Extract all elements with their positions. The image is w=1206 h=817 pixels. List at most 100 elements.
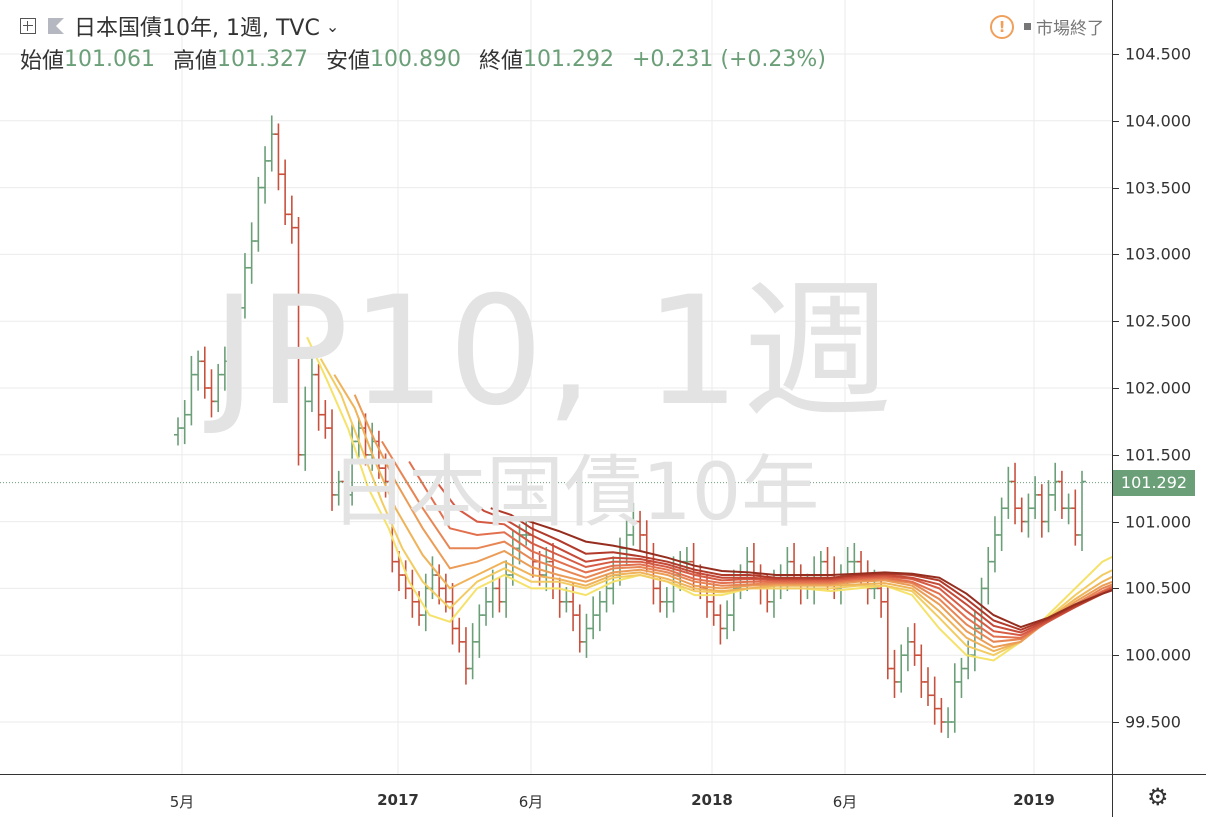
price-bar	[1004, 466, 1013, 519]
price-bar	[1037, 484, 1046, 538]
price-bar	[937, 697, 946, 733]
price-bar	[341, 466, 350, 511]
close-label: 終値	[479, 49, 524, 74]
time-tick-label: 5月	[169, 793, 195, 811]
price-bar	[890, 649, 899, 698]
price-bar	[589, 596, 598, 640]
price-tick-mark	[1113, 54, 1119, 55]
change-value: +0.231 (+0.23%)	[632, 46, 826, 72]
price-bar	[174, 417, 182, 446]
time-tick-label: 6月	[832, 793, 858, 811]
price-bar	[910, 623, 919, 666]
settings-corner: ⚙	[1112, 774, 1206, 817]
ma-line-21	[353, 394, 1112, 649]
price-bar	[281, 159, 290, 226]
price-tick-mark	[1113, 187, 1119, 189]
price-bar	[883, 587, 892, 680]
open-value: 101.061	[64, 46, 155, 72]
price-bar	[207, 369, 216, 418]
high-label: 高値	[173, 49, 218, 74]
ma-line-35	[462, 494, 1112, 634]
price-tick-mark	[1113, 722, 1119, 723]
price-bar	[1017, 497, 1026, 533]
price-bar	[187, 355, 196, 426]
price-tick-label: 102.000	[1125, 378, 1192, 398]
price-axis[interactable]: 99.500 100.000 100.500 101.000 101.500 102.00…	[1112, 0, 1206, 774]
price-tick-mark	[1113, 655, 1119, 657]
price-bar	[629, 502, 638, 546]
price-bar	[997, 497, 1006, 551]
ma-line-40	[490, 507, 1112, 631]
price-tick-label: 102.500	[1125, 311, 1192, 331]
close-value: 101.292	[523, 46, 614, 72]
plus-square-icon[interactable]	[20, 18, 36, 34]
price-bar	[234, 297, 243, 378]
open-label: 始値	[20, 49, 65, 74]
price-tick-label: 99.500	[1125, 712, 1181, 732]
ma-line-45	[517, 516, 1112, 629]
gear-icon[interactable]: ⚙	[1147, 783, 1169, 811]
ohlc-row: 始値 101.061 高値 101.327 安値 100.890 終値 101.…	[20, 44, 826, 75]
warning-icon[interactable]: !	[990, 14, 1014, 39]
chevron-down-icon[interactable]: ⌄	[325, 16, 340, 36]
price-bar	[595, 591, 604, 632]
price-bar	[334, 470, 343, 506]
chart-area[interactable]: JP10, 1週 日本国債10年 日本国債10年, 1週, TVC ⌄ 始値 1…	[0, 0, 1112, 774]
price-bar	[482, 587, 491, 626]
price-bar	[555, 577, 564, 618]
price-bar	[636, 510, 645, 551]
symbol-row: 日本国債10年, 1週, TVC ⌄	[20, 12, 340, 41]
price-bar	[267, 115, 276, 172]
time-tick-label: 2018	[691, 791, 733, 809]
price-bar	[850, 542, 859, 578]
plot-svg	[0, 0, 1112, 774]
price-bar	[488, 569, 497, 618]
price-bar	[287, 195, 296, 244]
price-bar	[1051, 462, 1060, 511]
price-tick-label: 101.500	[1125, 445, 1192, 465]
ma-ribbon	[306, 336, 1112, 662]
price-tick-label: 100.500	[1125, 578, 1192, 598]
price-bar	[247, 222, 256, 284]
flag-icon[interactable]	[48, 18, 64, 34]
time-axis[interactable]: 5月 2017 6月 2018 6月 2019	[0, 774, 1112, 817]
price-bar	[475, 604, 484, 658]
price-bar	[301, 386, 310, 471]
price-bar	[723, 600, 732, 640]
price-bar	[328, 409, 337, 511]
price-bar	[194, 350, 203, 391]
symbol-title[interactable]: 日本国債10年, 1週, TVC	[74, 16, 320, 41]
low-label: 安値	[326, 49, 371, 74]
price-bar	[240, 253, 249, 319]
time-tick-label: 2019	[1013, 791, 1055, 809]
price-bar	[1024, 493, 1033, 538]
current-price-label: 101.292	[1113, 469, 1195, 496]
price-bar	[468, 623, 477, 680]
price-bar	[220, 346, 229, 391]
price-bar	[582, 613, 591, 658]
price-bar	[903, 627, 912, 672]
price-bar	[957, 657, 966, 698]
low-value: 100.890	[370, 46, 461, 72]
price-bar	[274, 123, 283, 191]
legend: 日本国債10年, 1週, TVC ⌄ 始値 101.061 高値 101.327…	[0, 0, 1112, 80]
price-bar	[984, 546, 993, 605]
price-tick-label: 101.000	[1125, 512, 1192, 532]
ma-line-27	[408, 460, 1112, 639]
price-bar	[990, 516, 999, 573]
price-tick-mark	[1113, 254, 1119, 256]
status-dot-icon	[1024, 23, 1031, 30]
price-bar	[917, 644, 926, 698]
ma-line-18	[333, 374, 1112, 653]
price-bar	[656, 577, 665, 613]
price-bar	[1078, 470, 1086, 551]
ma-line-15	[319, 358, 1112, 657]
price-tick-mark	[1113, 454, 1119, 456]
price-tick-label: 103.000	[1125, 244, 1192, 264]
price-bar	[1044, 480, 1053, 533]
price-tick-label: 104.500	[1125, 44, 1192, 64]
price-tick-mark	[1113, 588, 1119, 590]
ma-line-30	[435, 480, 1112, 637]
price-bar	[897, 644, 906, 693]
price-bar	[863, 560, 872, 605]
